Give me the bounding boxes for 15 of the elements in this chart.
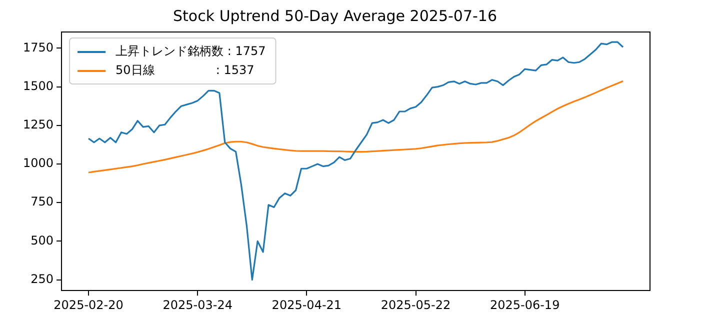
x-tick-label: 2025-04-21	[272, 298, 342, 312]
chart-title: Stock Uptrend 50-Day Average 2025-07-16	[173, 6, 497, 25]
y-tick-label: 1500	[22, 78, 54, 93]
x-tick-label: 2025-06-19	[490, 298, 560, 312]
y-tick-label: 1000	[22, 156, 54, 170]
x-tick-label: 2025-02-20	[54, 298, 124, 312]
y-tick-label: 250	[30, 272, 54, 286]
y-tick-label: 500	[30, 233, 54, 248]
legend-label: 上昇トレンド銘柄数 : 1757	[116, 44, 266, 58]
y-tick-label: 1750	[22, 40, 54, 54]
x-tick-label: 2025-03-24	[162, 298, 232, 312]
legend-label: 50日線 : 1537	[116, 63, 254, 78]
x-tick-label: 2025-05-22	[380, 298, 451, 312]
y-tick-label: 1250	[22, 118, 54, 132]
y-tick-label: 750	[30, 194, 54, 209]
